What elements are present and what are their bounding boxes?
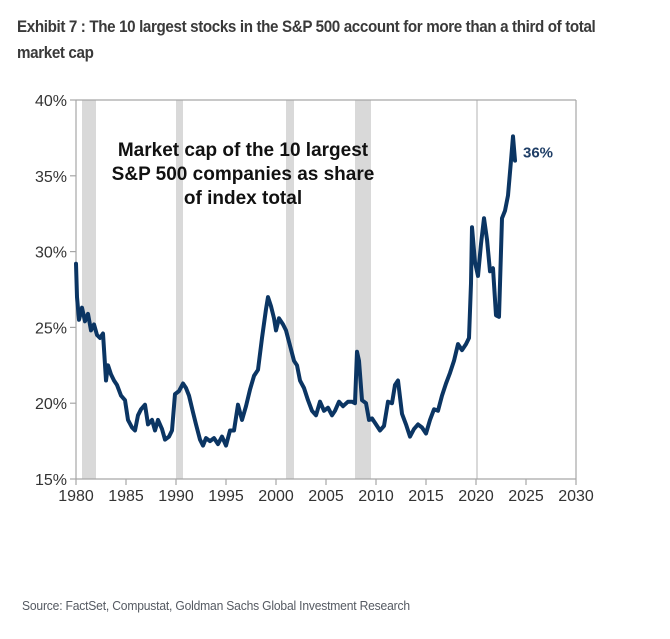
recession-band-2: [286, 100, 294, 479]
x-tick-label: 2015: [408, 488, 444, 505]
y-tick-label: 30%: [35, 245, 67, 262]
y-tick-label: 40%: [35, 93, 67, 110]
x-tick-label: 2000: [258, 488, 294, 505]
x-tick-label: 1990: [158, 488, 194, 505]
x-tick-label: 2030: [558, 488, 594, 505]
series-line-top10-share: [74, 134, 517, 448]
recession-band-4: [476, 100, 478, 479]
chart-annotation: Market cap of the 10 largest S&P 500 com…: [112, 140, 375, 209]
y-tick-label: 20%: [35, 396, 67, 413]
source-note: Source: FactSet, Compustat, Goldman Sach…: [22, 598, 410, 613]
x-tick-label: 1980: [58, 488, 94, 505]
x-ticks: 1980 1985 1990 1995 2000 2005 2010 2015 2020 2025…: [58, 479, 594, 505]
x-tick-label: 2025: [508, 488, 544, 505]
y-tick-label: 25%: [35, 320, 67, 337]
x-tick-label: 2010: [358, 488, 394, 505]
annotation-line-2: S&P 500 companies as share: [112, 164, 375, 185]
x-tick-label: 2020: [458, 488, 494, 505]
x-tick-label: 1985: [108, 488, 144, 505]
x-tick-label: 2005: [308, 488, 344, 505]
annotation-line-3: of index total: [184, 188, 302, 209]
recession-band-0: [82, 100, 96, 479]
y-tick-label: 35%: [35, 169, 67, 186]
y-tick-label: 15%: [35, 472, 67, 489]
exhibit-title: Exhibit 7 : The 10 largest stocks in the…: [17, 18, 596, 62]
end-value-label: 36%: [523, 145, 553, 162]
y-ticks: 15% 20% 25% 30% 35% 40%: [35, 93, 76, 489]
market-cap-share-chart: 15% 20% 25% 30% 35% 40% 1980 1985 1990 1995 2000 2…: [35, 93, 594, 505]
x-tick-label: 1995: [208, 488, 244, 505]
recession-band-1: [176, 100, 183, 479]
annotation-line-1: Market cap of the 10 largest: [118, 140, 369, 161]
